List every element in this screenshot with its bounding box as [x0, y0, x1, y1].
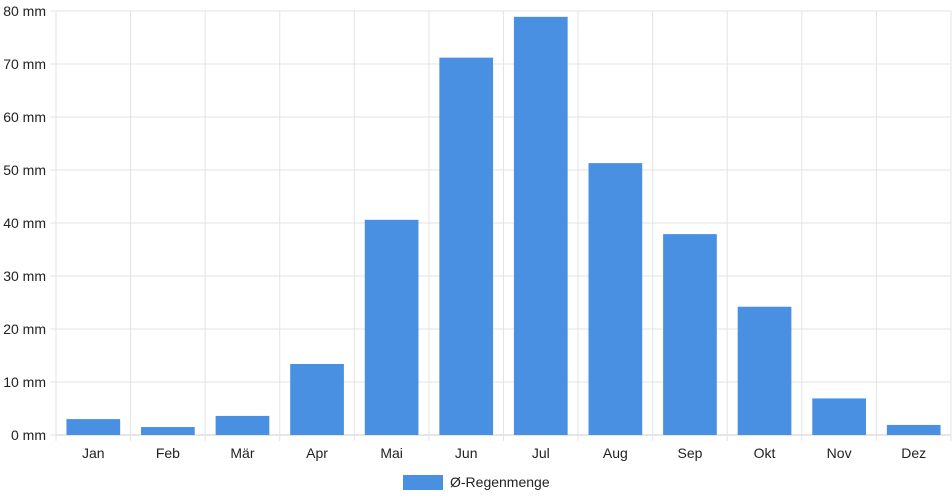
x-tick-label: Mai [380, 445, 403, 461]
x-tick-label: Jul [532, 445, 550, 461]
x-tick-label: Okt [754, 445, 776, 461]
y-tick-label: 0 mm [11, 427, 46, 443]
y-tick-label: 10 mm [3, 374, 46, 390]
y-tick-label: 40 mm [3, 215, 46, 231]
bar-9[interactable] [737, 306, 792, 435]
legend[interactable]: Ø-Regenmenge [403, 474, 550, 490]
bar-10[interactable] [812, 398, 866, 435]
y-tick-label: 60 mm [3, 109, 46, 125]
x-tick-label: Nov [827, 445, 852, 461]
bar-7[interactable] [588, 163, 643, 436]
bar-layer [66, 16, 941, 436]
x-tick-label: Apr [306, 445, 328, 461]
x-axis-labels: Jan Feb Mär Apr Mai Jun Jul Aug Sep Okt Nov Dez [82, 445, 926, 461]
bar-6[interactable] [513, 16, 568, 436]
x-tick-label: Aug [603, 445, 628, 461]
y-tick-label: 70 mm [3, 56, 46, 72]
bar-2[interactable] [215, 415, 270, 435]
bar-4[interactable] [364, 219, 419, 435]
x-tick-label: Mär [230, 445, 254, 461]
y-axis-labels: 0 mm 10 mm 20 mm 30 mm 40 mm 50 mm 60 mm 70 mm 8… [3, 3, 46, 443]
bar-5[interactable] [439, 57, 494, 435]
y-tick-label: 30 mm [3, 268, 46, 284]
y-tick-label: 50 mm [3, 162, 46, 178]
bar-11[interactable] [886, 424, 941, 435]
legend-label[interactable]: Ø-Regenmenge [450, 474, 550, 490]
bar-3[interactable] [290, 363, 344, 435]
x-tick-label: Jun [455, 445, 478, 461]
bar-8[interactable] [663, 234, 717, 435]
y-tick-label: 80 mm [3, 3, 46, 19]
x-tick-label: Dez [901, 445, 926, 461]
y-tick-label: 20 mm [3, 321, 46, 337]
legend-swatch[interactable] [403, 475, 443, 490]
grid-layer [50, 10, 952, 441]
x-tick-label: Jan [82, 445, 105, 461]
x-tick-label: Sep [677, 445, 702, 461]
x-tick-label: Feb [156, 445, 180, 461]
bar-0[interactable] [66, 419, 121, 435]
bar-1[interactable] [141, 427, 195, 435]
